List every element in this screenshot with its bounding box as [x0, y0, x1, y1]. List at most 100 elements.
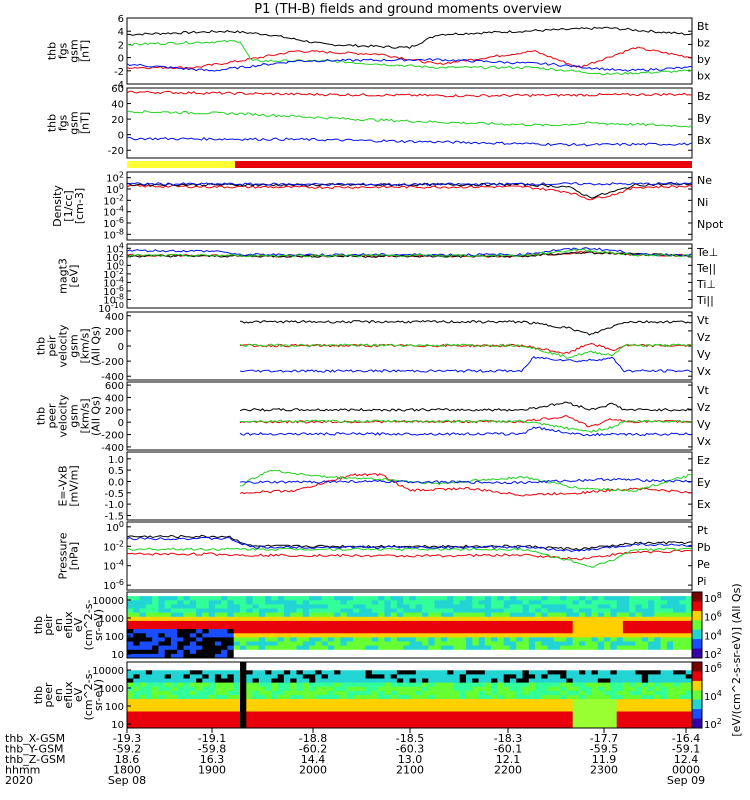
- spectrogram-cell: [447, 596, 454, 601]
- spectrogram-cell: [428, 711, 435, 716]
- spectrogram-cell: [673, 719, 680, 725]
- spectrogram-cell: [283, 592, 291, 597]
- spectrogram-cell: [227, 641, 235, 646]
- spectrogram-cell: [208, 719, 216, 725]
- spectrogram-cell: [302, 715, 310, 721]
- spectrogram-cell: [265, 699, 272, 704]
- spectrogram-cell: [560, 637, 567, 642]
- spectrogram-cell: [409, 612, 417, 618]
- spectrogram-cell: [616, 649, 624, 655]
- spectrogram-cell: [535, 719, 542, 725]
- spectrogram-cell: [616, 600, 624, 605]
- spectrogram-cell: [497, 670, 505, 675]
- legend-entry: Ne: [697, 174, 712, 187]
- spectrogram-cell: [359, 600, 366, 605]
- spectrogram-cell: [610, 723, 618, 729]
- spectrogram-cell: [673, 625, 680, 630]
- spectrogram-cell: [371, 600, 379, 605]
- spectrogram-cell: [152, 645, 159, 651]
- spectrogram-cell: [396, 592, 404, 597]
- spectrogram-cell: [359, 596, 366, 601]
- spectrogram-cell: [579, 616, 586, 622]
- spectrogram-cell: [604, 678, 611, 683]
- spectrogram-cell: [340, 612, 348, 618]
- spectrogram-cell: [315, 723, 322, 729]
- spectrogram-cell: [353, 653, 360, 659]
- spectrogram-cell: [346, 674, 354, 679]
- spectrogram-cell: [359, 670, 366, 675]
- spectrogram-cell: [202, 616, 209, 622]
- spectrogram-cell: [453, 699, 461, 704]
- spectrogram-cell: [283, 707, 291, 712]
- spectrogram-cell: [641, 625, 649, 630]
- spectrogram-cell: [553, 666, 561, 671]
- spectrogram-cell: [553, 608, 561, 613]
- spectrogram-cell: [447, 686, 454, 692]
- spectrogram-cell: [547, 629, 555, 634]
- spectrogram-cell: [635, 616, 643, 622]
- spectrogram-cell: [302, 686, 310, 692]
- y-axis-label: sr-eV): [92, 679, 105, 711]
- spectrogram-cell: [133, 711, 140, 716]
- spectrogram-cell: [327, 629, 335, 634]
- spectrogram-cell: [315, 629, 322, 634]
- spectrogram-cell: [196, 600, 203, 605]
- spectrogram-cell: [459, 707, 467, 712]
- spectrogram-cell: [365, 596, 373, 601]
- spectrogram-cell: [553, 690, 561, 696]
- spectrogram-cell: [472, 592, 479, 597]
- spectrogram-cell: [409, 620, 417, 626]
- spectrogram-cell: [447, 633, 454, 638]
- footer-value: -59.2: [113, 743, 141, 756]
- spectrogram-cell: [478, 649, 486, 655]
- spectrogram-cell: [422, 604, 429, 609]
- spectrogram-cell: [440, 670, 448, 675]
- spectrogram-cell: [509, 633, 517, 638]
- spectrogram-cell: [466, 641, 473, 646]
- spectrogram-cell: [384, 612, 392, 618]
- spectrogram-cell: [685, 678, 693, 683]
- spectrogram-cell: [673, 629, 680, 634]
- spectrogram-cell: [296, 637, 304, 642]
- spectrogram-cell: [315, 666, 322, 671]
- spectrogram-cell: [390, 690, 398, 696]
- spectrogram-cell: [535, 715, 542, 721]
- spectrogram-cell: [290, 625, 297, 630]
- spectrogram-cell: [183, 653, 191, 659]
- spectrogram-cell: [359, 666, 366, 671]
- spectrogram-cell: [371, 653, 379, 659]
- spectrogram-cell: [660, 641, 668, 646]
- spectrogram-cell: [572, 649, 580, 655]
- spectrogram-cell: [321, 653, 329, 659]
- spectrogram-cell: [246, 625, 253, 630]
- spectrogram-cell: [183, 695, 191, 700]
- spectrogram-cell: [214, 629, 222, 634]
- spectrogram-cell: [240, 592, 247, 597]
- spectrogram-cell: [390, 649, 398, 655]
- spectrogram-cell: [560, 645, 567, 651]
- spectrogram-cell: [177, 690, 184, 696]
- spectrogram-cell: [597, 629, 605, 634]
- spectrogram-cell: [378, 629, 385, 634]
- spectrogram-cell: [221, 682, 228, 688]
- spectrogram-cell: [252, 662, 260, 667]
- spectrogram-cell: [353, 711, 360, 716]
- spectrogram-cell: [353, 723, 360, 729]
- spectrogram-cell: [484, 674, 492, 679]
- footer-value: Sep 08: [108, 774, 146, 787]
- spectrogram-cell: [478, 719, 486, 725]
- spectrogram-cell: [585, 715, 592, 721]
- spectrogram-cell: [622, 649, 630, 655]
- spectrogram-cell: [660, 674, 668, 679]
- spectrogram-cell: [277, 596, 285, 601]
- spectrogram-cell: [629, 592, 636, 597]
- spectrogram-cell: [685, 625, 693, 630]
- spectrogram-cell: [604, 699, 611, 704]
- spectrogram-cell: [673, 686, 680, 692]
- series-Vy: [239, 343, 693, 359]
- panel-frame: [126, 381, 693, 451]
- spectrogram-cell: [164, 645, 172, 651]
- spectrogram-cell: [158, 649, 166, 655]
- spectrogram-cell: [158, 637, 166, 642]
- spectrogram-cell: [208, 674, 216, 679]
